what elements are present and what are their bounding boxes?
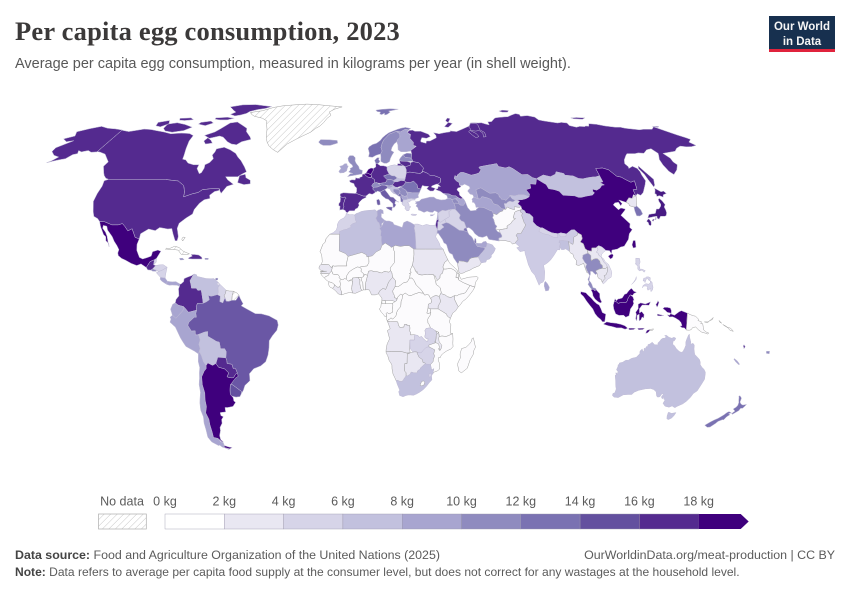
svg-text:16 kg: 16 kg bbox=[624, 495, 655, 509]
svg-text:2 kg: 2 kg bbox=[212, 495, 236, 509]
svg-text:14 kg: 14 kg bbox=[565, 495, 596, 509]
svg-text:8 kg: 8 kg bbox=[390, 495, 414, 509]
svg-text:No data: No data bbox=[100, 495, 144, 509]
svg-text:10 kg: 10 kg bbox=[446, 495, 477, 509]
svg-text:12 kg: 12 kg bbox=[506, 495, 537, 509]
svg-text:18 kg: 18 kg bbox=[683, 495, 714, 509]
svg-text:4 kg: 4 kg bbox=[272, 495, 296, 509]
svg-text:0 kg: 0 kg bbox=[153, 495, 177, 509]
svg-text:6 kg: 6 kg bbox=[331, 495, 355, 509]
